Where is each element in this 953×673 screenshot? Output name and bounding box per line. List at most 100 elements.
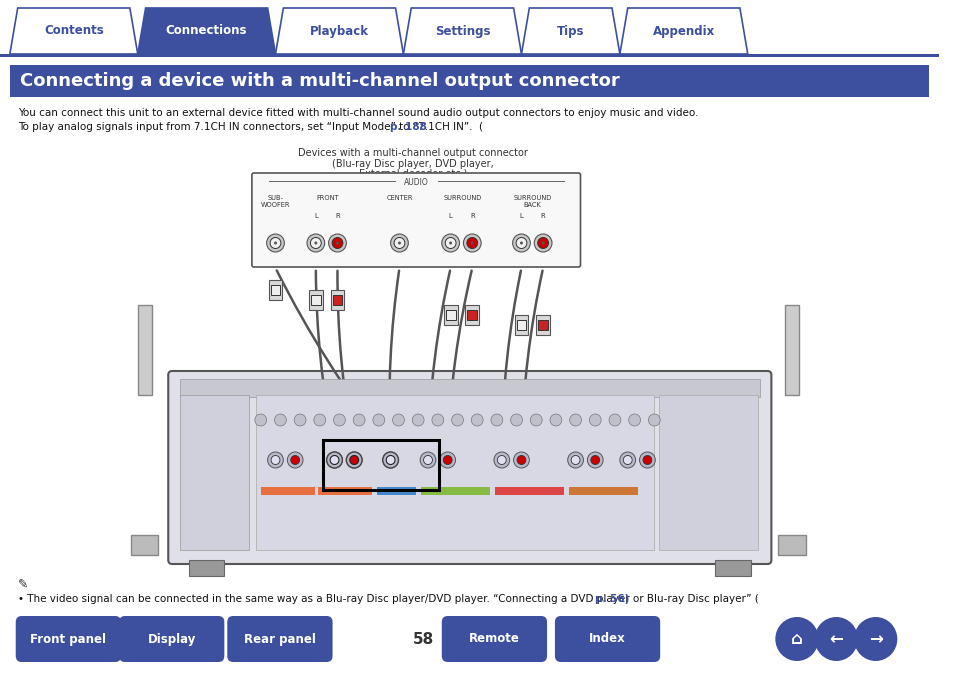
Bar: [568, 487, 637, 495]
Text: ←: ←: [828, 630, 842, 648]
Circle shape: [270, 238, 280, 248]
Polygon shape: [275, 8, 403, 54]
Circle shape: [314, 414, 325, 426]
Circle shape: [451, 414, 463, 426]
Text: You can connect this unit to an external device fitted with multi-channel sound : You can connect this unit to an external…: [18, 108, 698, 118]
Polygon shape: [619, 8, 747, 54]
Polygon shape: [10, 8, 137, 54]
Circle shape: [394, 238, 404, 248]
Text: External decoder etc.): External decoder etc.): [358, 169, 467, 179]
Text: Front panel: Front panel: [30, 633, 107, 645]
Text: L: L: [448, 213, 452, 219]
Text: (Blu-ray Disc player, DVD player,: (Blu-ray Disc player, DVD player,: [332, 159, 494, 169]
Circle shape: [350, 456, 358, 464]
Circle shape: [441, 234, 459, 252]
Bar: [255, 395, 654, 550]
Bar: [131, 535, 158, 555]
Bar: [309, 290, 322, 310]
Circle shape: [513, 452, 529, 468]
Polygon shape: [521, 8, 619, 54]
Circle shape: [445, 238, 456, 248]
Text: 58: 58: [412, 631, 434, 647]
Text: Playback: Playback: [310, 24, 369, 38]
FancyBboxPatch shape: [227, 616, 333, 662]
Bar: [137, 305, 152, 395]
Circle shape: [390, 234, 408, 252]
Text: Contents: Contents: [44, 24, 104, 38]
Circle shape: [491, 414, 502, 426]
Text: Settings: Settings: [435, 24, 490, 38]
Bar: [659, 395, 757, 550]
Circle shape: [471, 414, 482, 426]
Text: Remote: Remote: [469, 633, 519, 645]
Circle shape: [328, 234, 346, 252]
Circle shape: [423, 456, 432, 464]
Circle shape: [373, 414, 384, 426]
Circle shape: [466, 238, 477, 248]
Bar: [443, 305, 457, 325]
Text: Index: Index: [589, 633, 625, 645]
Circle shape: [494, 452, 509, 468]
Circle shape: [537, 238, 548, 248]
Circle shape: [346, 452, 362, 468]
Bar: [536, 315, 550, 335]
Circle shape: [266, 234, 284, 252]
Bar: [322, 440, 438, 490]
Circle shape: [471, 242, 474, 244]
Circle shape: [274, 414, 286, 426]
Bar: [271, 285, 280, 295]
Circle shape: [350, 456, 358, 464]
Bar: [445, 310, 456, 320]
Circle shape: [393, 414, 404, 426]
Text: p. 188: p. 188: [390, 122, 426, 132]
Text: Devices with a multi-channel output connector: Devices with a multi-channel output conn…: [298, 148, 528, 158]
Circle shape: [332, 238, 342, 248]
Circle shape: [330, 456, 338, 464]
Circle shape: [268, 452, 283, 468]
Circle shape: [519, 242, 522, 244]
Circle shape: [307, 234, 324, 252]
Circle shape: [590, 456, 599, 464]
Bar: [778, 535, 805, 555]
Bar: [376, 487, 416, 495]
Circle shape: [294, 414, 306, 426]
Circle shape: [567, 452, 583, 468]
Circle shape: [386, 456, 395, 464]
Text: R: R: [470, 213, 475, 219]
Bar: [269, 280, 282, 300]
Circle shape: [516, 238, 526, 248]
Bar: [260, 487, 314, 495]
Text: R: R: [335, 213, 339, 219]
Text: Connections: Connections: [166, 24, 247, 38]
Circle shape: [382, 452, 398, 468]
Bar: [0, 54, 938, 57]
Circle shape: [386, 456, 395, 464]
Text: Rear panel: Rear panel: [244, 633, 315, 645]
Circle shape: [541, 242, 544, 244]
Bar: [516, 320, 526, 330]
Circle shape: [517, 456, 525, 464]
Text: SURROUND
BACK: SURROUND BACK: [513, 195, 551, 208]
Circle shape: [814, 617, 857, 661]
Circle shape: [642, 456, 651, 464]
Circle shape: [334, 414, 345, 426]
Text: Connecting a device with a multi-channel output connector: Connecting a device with a multi-channel…: [20, 72, 618, 90]
Circle shape: [314, 242, 317, 244]
Circle shape: [330, 456, 338, 464]
Bar: [180, 379, 759, 397]
FancyBboxPatch shape: [16, 616, 121, 662]
Text: R: R: [540, 213, 545, 219]
Circle shape: [550, 414, 561, 426]
Bar: [317, 487, 372, 495]
Bar: [10, 65, 928, 97]
Circle shape: [353, 414, 365, 426]
Circle shape: [274, 242, 276, 244]
Text: FRONT: FRONT: [316, 195, 338, 201]
Circle shape: [571, 456, 579, 464]
Bar: [495, 487, 563, 495]
Circle shape: [439, 452, 456, 468]
Text: L: L: [519, 213, 523, 219]
Circle shape: [628, 414, 639, 426]
Polygon shape: [137, 8, 275, 54]
Text: ⌂: ⌂: [790, 630, 802, 648]
